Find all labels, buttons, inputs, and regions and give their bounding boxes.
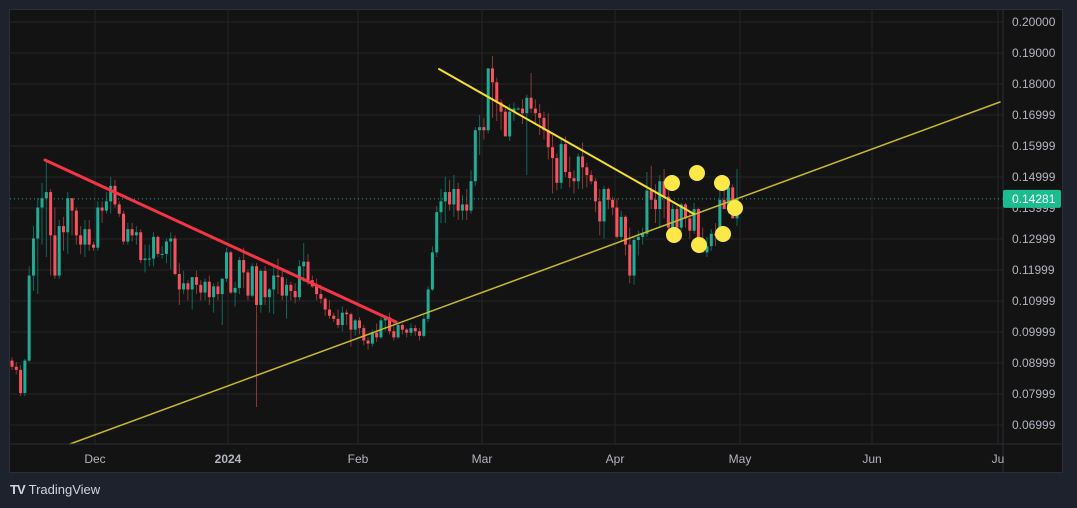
grid-lines xyxy=(10,10,1003,444)
resistance-trendline-yellow[interactable] xyxy=(438,68,695,215)
price-tick-label: 0.06999 xyxy=(1012,418,1056,432)
resistance-trendline-red[interactable] xyxy=(43,158,398,324)
time-tick-label: Feb xyxy=(348,452,369,466)
last-price-badge: 0.14281 xyxy=(1003,189,1061,208)
price-tick-label: 0.10999 xyxy=(1012,294,1056,308)
price-tick-label: 0.09999 xyxy=(1012,325,1056,339)
time-tick-label: Apr xyxy=(606,452,625,466)
highlight-dot xyxy=(714,175,730,191)
time-tick-label: Jun xyxy=(862,452,881,466)
highlight-dot xyxy=(691,237,707,253)
price-tick-label: 0.07999 xyxy=(1012,387,1056,401)
highlight-dot xyxy=(727,200,743,216)
time-axis[interactable]: Dec 2024 Feb Mar Apr May Jun Ju xyxy=(84,452,1004,466)
price-tick-label: 0.19000 xyxy=(1012,46,1056,60)
tradingview-brand[interactable]: TV TradingView xyxy=(10,482,100,497)
time-tick-label: May xyxy=(729,452,752,466)
price-tick-label: 0.08999 xyxy=(1012,356,1056,370)
support-trendline[interactable] xyxy=(69,101,1001,445)
price-tick-label: 0.18000 xyxy=(1012,77,1056,91)
brand-name: TradingView xyxy=(28,482,101,497)
highlight-dot xyxy=(666,227,682,243)
time-tick-label: Mar xyxy=(472,452,493,466)
time-tick-label: 2024 xyxy=(215,452,242,466)
price-tick-label: 0.11999 xyxy=(1012,263,1055,277)
drawings-layer[interactable] xyxy=(43,68,1001,445)
candlestick-series xyxy=(10,56,739,407)
price-tick-label: 0.12999 xyxy=(1012,232,1056,246)
svg-text:0.14281: 0.14281 xyxy=(1012,192,1056,206)
price-axis[interactable]: 0.20000 0.19000 0.18000 0.16999 0.15999 0.149… xyxy=(1012,15,1056,432)
highlight-dot xyxy=(715,226,731,242)
price-tick-label: 0.15999 xyxy=(1012,139,1056,153)
time-tick-label: Ju xyxy=(992,452,1005,466)
chart-frame[interactable] xyxy=(9,9,1063,473)
highlight-dot xyxy=(664,175,680,191)
tradingview-logo-icon: TV xyxy=(10,482,26,497)
price-tick-label: 0.20000 xyxy=(1012,15,1056,29)
highlight-dot xyxy=(689,165,705,181)
time-tick-label: Dec xyxy=(84,452,105,466)
price-tick-label: 0.16999 xyxy=(1012,108,1056,122)
price-tick-label: 0.14999 xyxy=(1012,170,1056,184)
